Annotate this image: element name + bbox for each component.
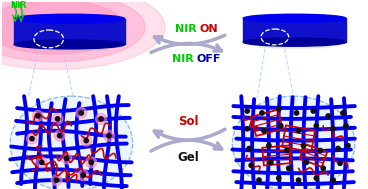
Circle shape bbox=[40, 160, 44, 164]
Circle shape bbox=[81, 135, 92, 146]
Circle shape bbox=[301, 143, 306, 148]
Ellipse shape bbox=[243, 14, 346, 22]
Circle shape bbox=[30, 136, 34, 141]
Circle shape bbox=[89, 160, 93, 164]
Circle shape bbox=[267, 143, 271, 148]
Circle shape bbox=[260, 111, 264, 115]
Circle shape bbox=[314, 176, 318, 180]
Ellipse shape bbox=[232, 96, 355, 189]
Circle shape bbox=[318, 148, 322, 153]
Circle shape bbox=[338, 161, 342, 166]
Circle shape bbox=[314, 124, 318, 128]
Circle shape bbox=[326, 114, 330, 118]
Circle shape bbox=[84, 139, 88, 143]
Ellipse shape bbox=[259, 46, 330, 48]
Circle shape bbox=[287, 166, 291, 170]
Circle shape bbox=[86, 157, 97, 168]
Ellipse shape bbox=[0, 0, 145, 62]
Ellipse shape bbox=[14, 14, 125, 23]
Circle shape bbox=[341, 111, 345, 115]
Text: NIR: NIR bbox=[10, 1, 27, 10]
Circle shape bbox=[81, 173, 85, 177]
Circle shape bbox=[107, 133, 111, 138]
Circle shape bbox=[304, 160, 309, 164]
Circle shape bbox=[279, 124, 283, 128]
Ellipse shape bbox=[0, 0, 165, 69]
Circle shape bbox=[76, 108, 87, 118]
Circle shape bbox=[57, 133, 62, 138]
Text: Gel: Gel bbox=[177, 151, 199, 164]
Circle shape bbox=[311, 109, 315, 113]
Circle shape bbox=[54, 130, 65, 141]
Circle shape bbox=[61, 153, 72, 164]
Text: NIR: NIR bbox=[172, 54, 198, 64]
FancyArrowPatch shape bbox=[151, 43, 222, 53]
Circle shape bbox=[64, 156, 69, 161]
Circle shape bbox=[36, 114, 40, 118]
Circle shape bbox=[54, 178, 59, 182]
Circle shape bbox=[277, 107, 281, 111]
Circle shape bbox=[284, 148, 289, 153]
Circle shape bbox=[344, 124, 348, 128]
FancyArrowPatch shape bbox=[154, 129, 225, 140]
Circle shape bbox=[262, 129, 266, 133]
Polygon shape bbox=[14, 19, 125, 44]
Circle shape bbox=[78, 170, 89, 181]
Circle shape bbox=[249, 163, 253, 167]
Ellipse shape bbox=[243, 38, 346, 46]
FancyArrowPatch shape bbox=[155, 35, 225, 44]
Circle shape bbox=[336, 146, 340, 151]
FancyArrowPatch shape bbox=[151, 140, 222, 151]
Circle shape bbox=[103, 130, 114, 141]
Circle shape bbox=[321, 166, 325, 170]
Circle shape bbox=[26, 133, 38, 144]
Circle shape bbox=[296, 129, 301, 133]
Circle shape bbox=[257, 178, 261, 182]
Circle shape bbox=[269, 160, 273, 164]
Ellipse shape bbox=[0, 0, 125, 54]
Circle shape bbox=[294, 111, 299, 115]
Circle shape bbox=[79, 111, 84, 115]
Circle shape bbox=[331, 178, 335, 182]
Polygon shape bbox=[243, 18, 346, 42]
Circle shape bbox=[52, 113, 63, 124]
Circle shape bbox=[99, 117, 103, 121]
Text: Sol: Sol bbox=[178, 115, 198, 128]
Ellipse shape bbox=[10, 96, 132, 189]
Circle shape bbox=[296, 178, 301, 182]
Ellipse shape bbox=[31, 48, 108, 51]
Circle shape bbox=[331, 127, 335, 131]
Circle shape bbox=[277, 176, 281, 180]
Circle shape bbox=[245, 127, 250, 131]
Circle shape bbox=[245, 109, 250, 113]
Circle shape bbox=[56, 117, 60, 121]
Circle shape bbox=[32, 111, 43, 121]
Circle shape bbox=[96, 113, 106, 124]
Text: NIR: NIR bbox=[175, 24, 201, 34]
Ellipse shape bbox=[14, 40, 125, 49]
Circle shape bbox=[36, 157, 47, 168]
Circle shape bbox=[346, 143, 350, 148]
Circle shape bbox=[247, 146, 251, 151]
Text: OFF: OFF bbox=[197, 54, 221, 64]
Circle shape bbox=[51, 175, 62, 186]
Text: ON: ON bbox=[200, 24, 219, 34]
